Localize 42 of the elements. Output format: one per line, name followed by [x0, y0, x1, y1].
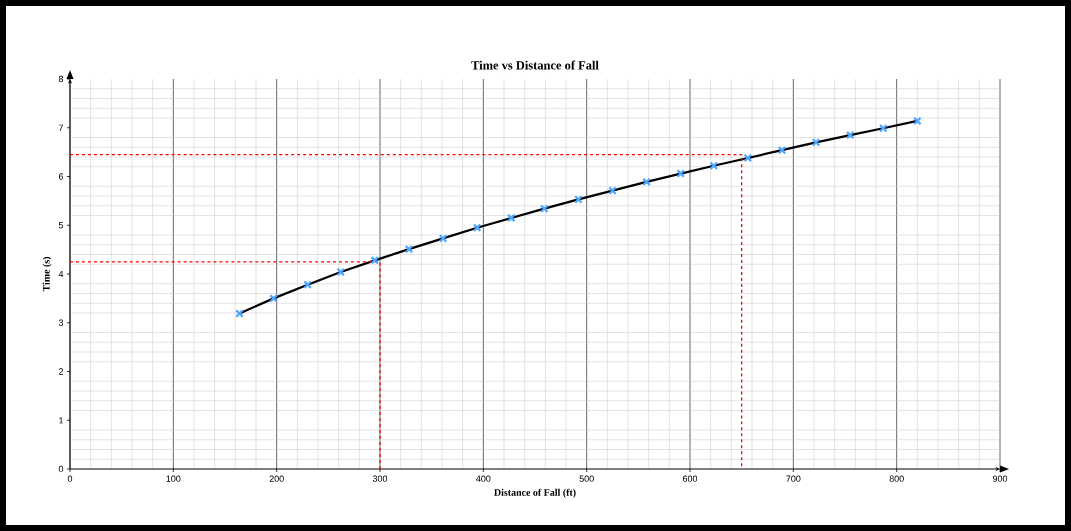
y-tick-label: 0	[58, 465, 64, 473]
y-tick-label: 3	[58, 319, 64, 326]
x-axis-title: Distance of Fall (ft)	[494, 488, 576, 498]
point	[676, 169, 685, 178]
x-tick-label: 900	[992, 475, 1008, 482]
point	[608, 186, 617, 195]
point	[439, 234, 448, 243]
y-tick-label: 1	[59, 417, 64, 424]
point	[879, 124, 888, 133]
x-tick-label: 200	[269, 475, 284, 482]
x-tick-label: 100	[166, 475, 181, 482]
x-tick-label: 0	[67, 475, 73, 482]
x-tick-label: 400	[476, 475, 491, 482]
x-tick-label: 300	[372, 475, 388, 482]
point	[404, 245, 413, 254]
point	[642, 177, 651, 186]
chart-title: Time vs Distance of Fall	[471, 60, 599, 70]
point	[370, 256, 379, 265]
point	[574, 195, 583, 204]
y-tick-label: 8	[58, 75, 64, 83]
y-tick-label: 2	[58, 368, 64, 375]
point	[540, 204, 549, 213]
x-tick-label: 500	[579, 475, 594, 482]
y-tick-label: 7	[58, 124, 64, 131]
point	[235, 309, 244, 318]
point	[913, 116, 922, 125]
y-axis-title: Time (s)	[42, 256, 52, 292]
point	[812, 138, 821, 147]
x-tick-label: 700	[786, 475, 801, 482]
point	[709, 161, 718, 170]
point	[743, 153, 752, 162]
point	[777, 146, 786, 155]
x-tick-label: 800	[889, 475, 904, 482]
point	[269, 294, 278, 303]
point	[336, 268, 345, 277]
point	[846, 131, 855, 140]
point	[473, 223, 482, 232]
x-tick-label: 600	[682, 475, 698, 482]
y-tick-label: 4	[58, 270, 64, 278]
y-tick-label: 6	[58, 173, 64, 180]
point	[507, 213, 516, 222]
y-tick-label: 5	[58, 222, 64, 229]
